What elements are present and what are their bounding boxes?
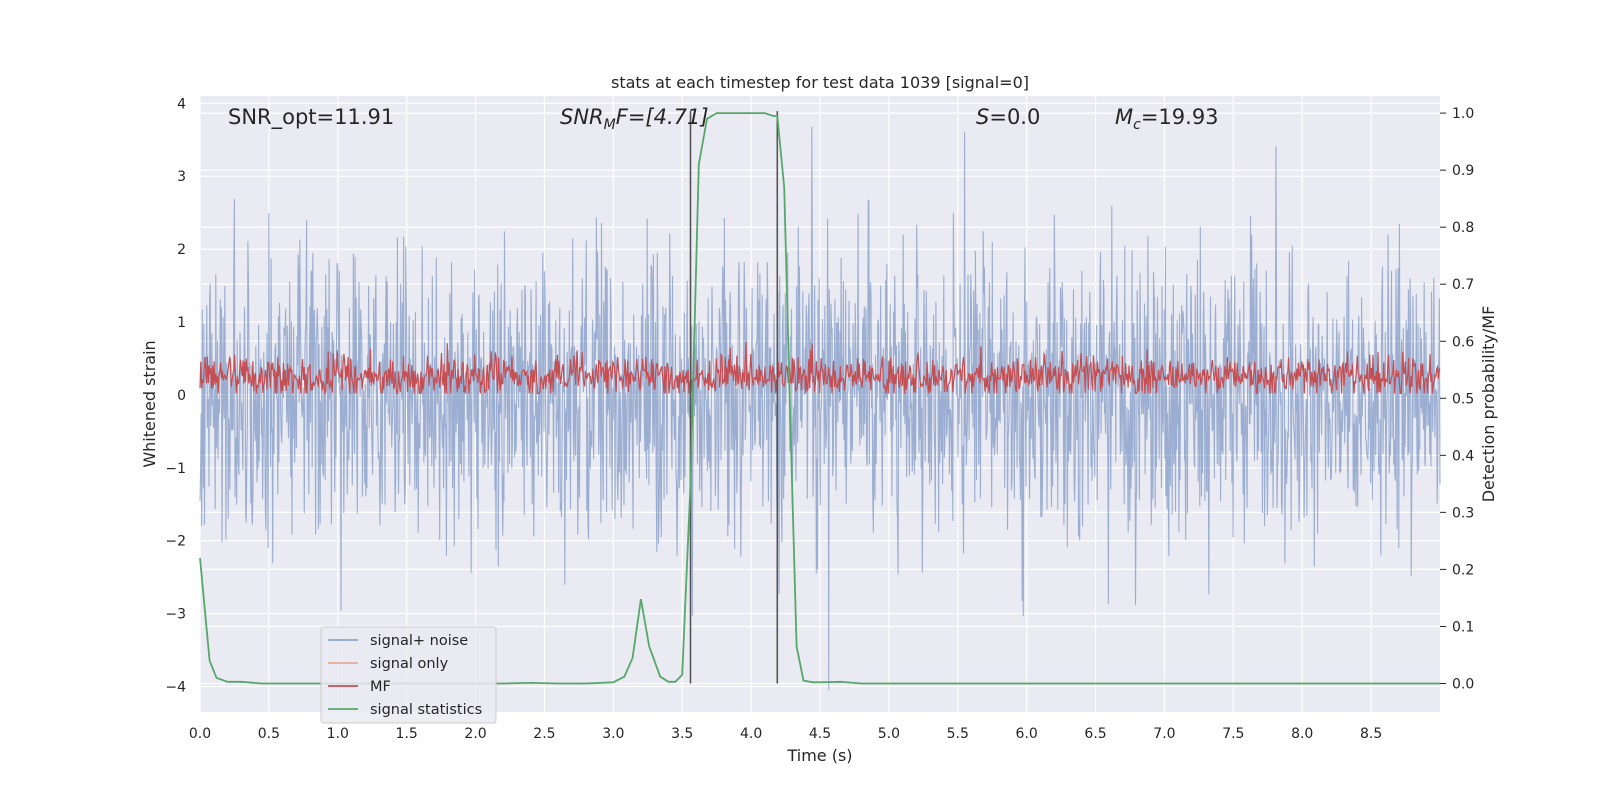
y-right-tick-label: 0.8 — [1452, 220, 1474, 236]
x-tick-label: 2.5 — [533, 726, 555, 742]
x-tick-label: 4.0 — [740, 726, 762, 742]
x-tick-label: 4.5 — [809, 726, 831, 742]
x-tick-label: 8.0 — [1291, 726, 1313, 742]
x-tick-label: 6.0 — [1016, 726, 1038, 742]
legend-label-signal-plus-noise: signal+ noise — [370, 633, 468, 649]
y-tick-label: −1 — [165, 461, 186, 477]
x-tick-label: 5.0 — [878, 726, 900, 742]
y-right-tick-label: 0.5 — [1452, 391, 1474, 407]
y-tick-label: 3 — [177, 169, 186, 185]
legend-label-signal-statistics: signal statistics — [370, 702, 482, 718]
annotation-snr-mf-f: F=[4.71] — [616, 105, 709, 129]
annotation-snr-mf-sub: M — [604, 117, 616, 133]
y-right-tick-label: 0.0 — [1452, 676, 1474, 692]
annotation-mc-label: M — [1115, 105, 1133, 129]
y-tick-label: 1 — [177, 315, 186, 331]
annotation-s-label: S — [976, 105, 989, 129]
legend-box — [320, 626, 497, 724]
y-tick-label: 0 — [177, 388, 186, 404]
x-tick-label: 0.0 — [189, 726, 211, 742]
y-right-tick-label: 1.0 — [1452, 106, 1474, 122]
vlines — [689, 111, 779, 684]
x-tick-label: 1.0 — [327, 726, 349, 742]
y-right-tick-label: 0.2 — [1452, 562, 1474, 578]
x-axis: 0.0 0.5 1.0 1.5 2.0 2.5 3.0 3.5 4.0 4.5 5.0 5.5 6.0 6… — [189, 726, 1382, 742]
x-tick-label: 7.5 — [1222, 726, 1244, 742]
series-mf — [199, 342, 1441, 396]
y-axis-left: −4 −3 −2 −1 0 1 2 3 4 — [165, 96, 186, 695]
y-tick-label: −3 — [165, 607, 186, 623]
y-axis-right: 0.0 0.1 0.2 0.3 0.4 0.5 0.6 0.7 0.8 0.9 1.0 — [1440, 106, 1474, 692]
x-tick-label: 3.0 — [602, 726, 624, 742]
annotation-s: S=0.0 — [976, 105, 1040, 129]
annotation-snr-mf-prefix: SNR — [560, 105, 604, 129]
y-right-tick-label: 0.9 — [1452, 163, 1474, 179]
y-tick-label: 4 — [177, 96, 186, 112]
y-tick-label: −2 — [165, 534, 186, 550]
x-tick-label: 2.0 — [464, 726, 486, 742]
y-tick-label: 2 — [177, 242, 186, 258]
x-tick-label: 7.0 — [1153, 726, 1175, 742]
annotation-mc-value: =19.93 — [1141, 105, 1219, 129]
annotation-snr-mf: SNRMF=[4.71] — [560, 105, 709, 133]
x-tick-label: 8.5 — [1360, 726, 1382, 742]
y-right-tick-label: 0.4 — [1452, 448, 1474, 464]
x-tick-label: 5.5 — [947, 726, 969, 742]
y-right-tick-label: 0.1 — [1452, 619, 1474, 635]
signal-plus-noise-line — [199, 126, 1441, 691]
x-tick-label: 0.5 — [258, 726, 280, 742]
y-right-tick-label: 0.7 — [1452, 277, 1474, 293]
y-right-tick-label: 0.3 — [1452, 505, 1474, 521]
x-tick-label: 1.5 — [396, 726, 418, 742]
series-signal-plus-noise — [199, 126, 1441, 691]
annotation-s-value: =0.0 — [989, 105, 1040, 129]
mf-line — [199, 342, 1441, 396]
x-tick-label: 3.5 — [671, 726, 693, 742]
y-right-tick-label: 0.6 — [1452, 334, 1474, 350]
chart-title: stats at each timestep for test data 103… — [611, 73, 1029, 92]
legend: signal+ noise signal only MF signal stat… — [320, 626, 497, 724]
legend-label-mf: MF — [370, 679, 391, 695]
y-axis-label-right: Detection probability/MF — [1479, 306, 1498, 503]
annotation-mc-sub: c — [1133, 117, 1141, 133]
x-tick-label: 6.5 — [1084, 726, 1106, 742]
x-axis-label: Time (s) — [786, 746, 852, 765]
annotation-mc: Mc=19.93 — [1115, 105, 1219, 133]
legend-label-signal-only: signal only — [370, 656, 449, 672]
annotation-snr-opt: SNR_opt=11.91 — [228, 105, 394, 130]
y-tick-label: −4 — [165, 679, 186, 695]
y-axis-label: Whitened strain — [140, 340, 159, 467]
